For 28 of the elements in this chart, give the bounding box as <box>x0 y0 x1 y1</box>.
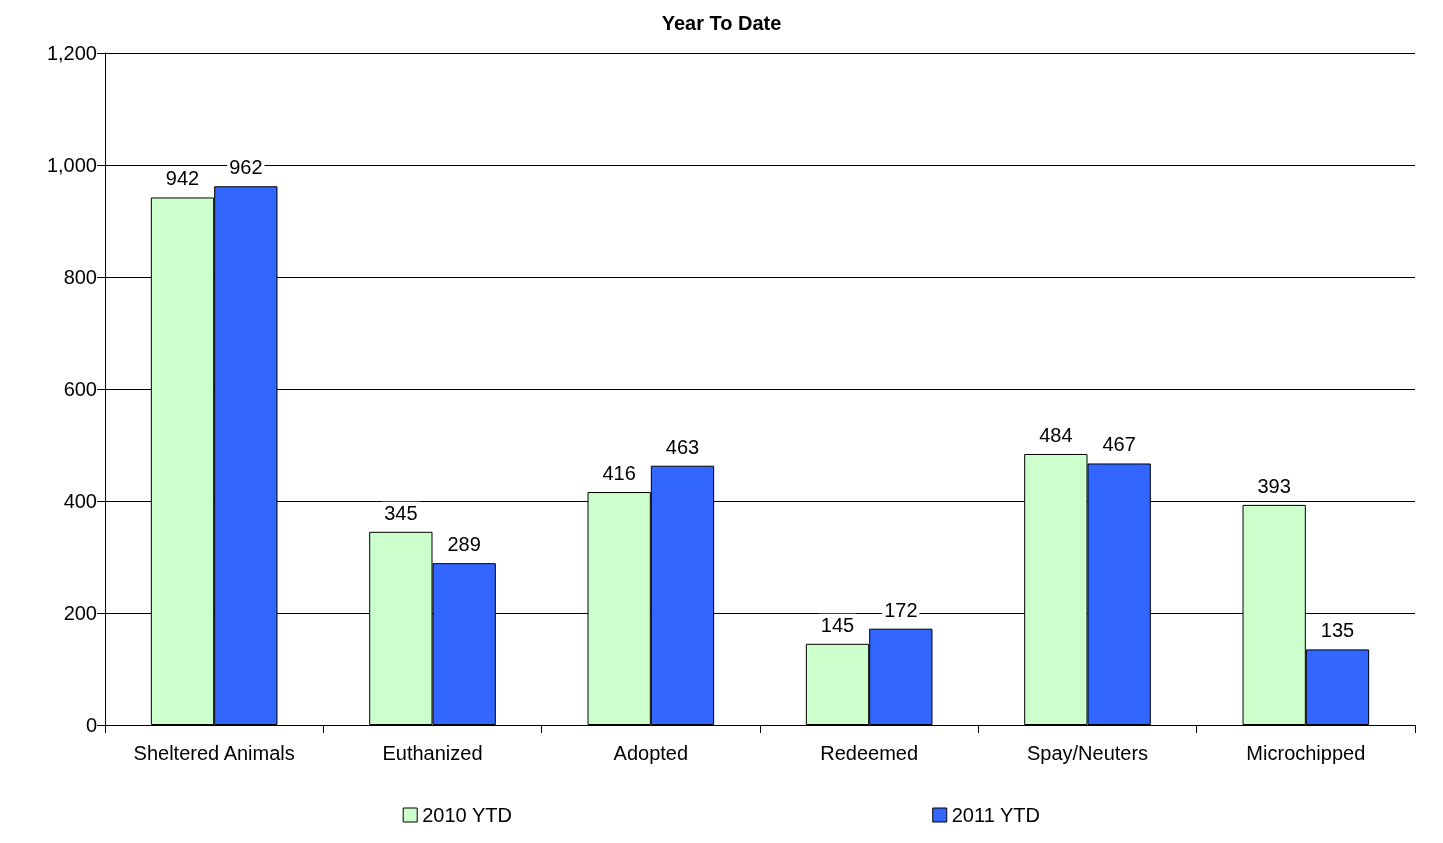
y-tick-label: 1,000 <box>46 154 97 176</box>
x-tick-label: Sheltered Animals <box>133 742 295 764</box>
data-label: 463 <box>665 435 700 458</box>
data-label: 467 <box>1102 433 1136 456</box>
x-tick-label: Redeemed <box>820 742 919 764</box>
x-tick-label: Microchipped <box>1246 742 1366 764</box>
y-tick-label: 200 <box>63 602 97 624</box>
data-label: 393 <box>1257 474 1291 497</box>
legend-label: 2011 YTD <box>951 804 1040 826</box>
data-label: 135 <box>1320 619 1355 642</box>
chart-title: Year To Date <box>661 12 782 34</box>
legend-label: 2010 YTD <box>422 804 512 826</box>
data-label: 962 <box>229 156 263 179</box>
data-label: 289 <box>447 533 481 556</box>
data-label: 942 <box>165 167 200 190</box>
data-label: 484 <box>1039 423 1073 446</box>
y-tick-label: 400 <box>63 490 97 512</box>
x-tick-label: Spay/Neuters <box>1026 742 1149 764</box>
y-tick-label: 0 <box>85 714 97 736</box>
data-label: 172 <box>884 598 918 621</box>
x-tick-label: Adopted <box>613 742 689 764</box>
data-label: 345 <box>384 501 418 524</box>
y-tick-label: 600 <box>63 378 97 400</box>
y-tick-label: 1,200 <box>46 42 97 64</box>
x-tick-label: Euthanized <box>382 742 483 764</box>
data-label: 416 <box>602 462 636 485</box>
y-tick-label: 800 <box>63 266 97 288</box>
data-label: 145 <box>820 613 855 636</box>
